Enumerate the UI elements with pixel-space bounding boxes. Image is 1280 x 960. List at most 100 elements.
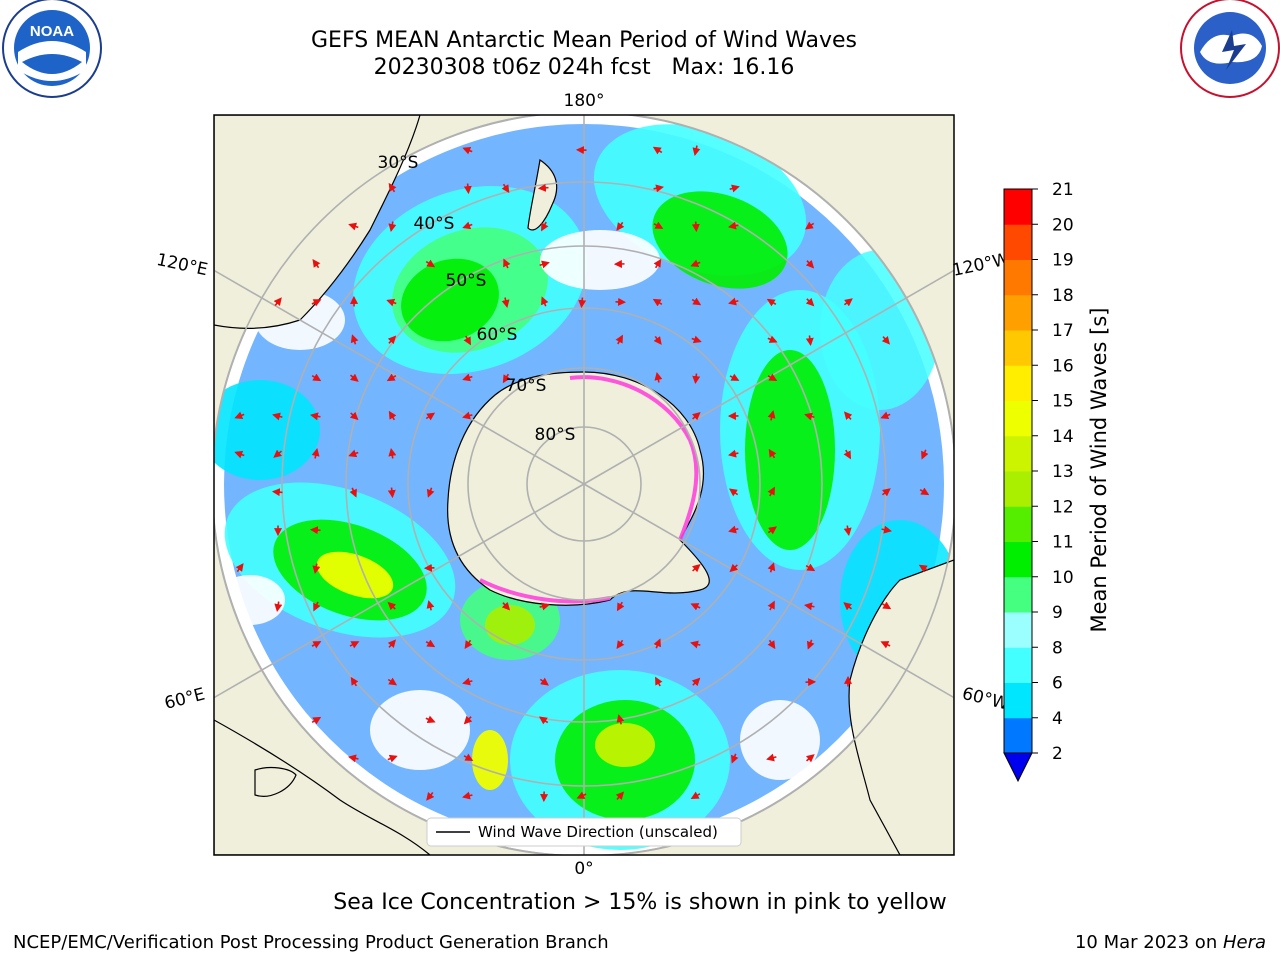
wave-direction-arrow <box>767 486 775 497</box>
wave-direction-arrow <box>388 447 397 459</box>
wave-direction-arrow <box>729 563 739 573</box>
meridian-line <box>583 269 954 485</box>
wave-direction-arrow <box>691 297 702 306</box>
wave-direction-arrow <box>881 335 890 345</box>
wave-direction-arrow <box>805 335 814 347</box>
map-legend: Wind Wave Direction (unscaled) <box>426 817 742 847</box>
wave-direction-arrow <box>690 640 701 649</box>
wave-direction-arrow <box>768 448 777 459</box>
colorbar-tick-label: 2 <box>1052 744 1063 764</box>
wave-direction-arrow <box>653 258 662 269</box>
wave-direction-arrow <box>273 297 282 307</box>
wave-direction-arrow <box>387 639 397 649</box>
wave-direction-arrow <box>539 602 550 611</box>
colorbar-swatch <box>1004 541 1032 578</box>
wave-direction-arrow <box>462 373 473 382</box>
wave-period-region <box>401 258 499 342</box>
lon-label-120e: 120°E <box>155 250 210 280</box>
wave-direction-arrow <box>921 449 929 460</box>
colorbar-tick-label: 9 <box>1052 603 1063 623</box>
wave-direction-arrow <box>348 754 359 763</box>
wave-direction-arrow <box>881 601 892 610</box>
wave-direction-arrow <box>425 715 436 723</box>
wave-direction-arrow <box>541 296 549 307</box>
lat-label-80s: 80°S <box>535 425 576 445</box>
noaa-logo-text: NOAA <box>30 23 74 40</box>
wave-direction-arrow <box>691 677 701 687</box>
colorbar-swatch <box>1004 330 1032 366</box>
wave-direction-arrow <box>615 791 625 801</box>
wave-direction-arrow <box>919 487 930 496</box>
wave-direction-arrow <box>462 411 473 420</box>
wave-direction-arrow <box>652 298 663 307</box>
wave-direction-arrow <box>539 677 549 686</box>
colorbar-tick-label: 20 <box>1052 215 1074 235</box>
wave-direction-arrow <box>502 373 511 384</box>
colorbar-tick-label: 21 <box>1052 180 1074 200</box>
wave-direction-arrow <box>388 410 397 421</box>
wave-direction-arrow <box>426 791 435 801</box>
wave-direction-arrow <box>312 259 321 269</box>
wave-direction-arrow <box>805 221 815 230</box>
wave-direction-arrow <box>881 488 891 497</box>
wave-direction-arrow <box>653 638 661 649</box>
wave-direction-arrow <box>616 639 625 650</box>
colorbar-swatch <box>1004 294 1032 331</box>
wave-direction-arrow <box>578 297 587 309</box>
wave-direction-arrow <box>462 221 473 230</box>
wave-direction-arrow <box>311 448 320 459</box>
wave-period-region <box>214 380 320 480</box>
chart-subtitle: 20230308 t06z 024h fcst Max: 16.16 <box>373 55 795 80</box>
footer-credit: NCEP/EMC/Verification Post Processing Pr… <box>13 932 609 953</box>
wave-direction-arrow <box>274 601 283 613</box>
lon-label-60w: 60°W <box>960 684 1011 715</box>
map-frame <box>213 114 955 856</box>
wave-direction-arrow <box>388 221 397 232</box>
wave-direction-arrow <box>804 412 815 421</box>
wave-direction-arrow <box>691 564 701 573</box>
colorbar-swatch <box>1004 576 1032 613</box>
wave-direction-arrow <box>692 145 701 156</box>
colorbar-swatch <box>1004 435 1032 472</box>
wave-direction-arrow <box>616 714 625 725</box>
wave-direction-arrow <box>387 677 398 686</box>
wave-direction-arrow <box>464 639 473 650</box>
wave-direction-arrow <box>806 639 815 650</box>
colorbar-tick-label: 16 <box>1052 356 1074 376</box>
colorbar-tick-label: 14 <box>1052 427 1074 447</box>
coastlines <box>214 115 954 855</box>
colorbar-tick-label: 18 <box>1052 286 1074 306</box>
wave-direction-arrow <box>918 564 929 573</box>
new-zealand-land <box>527 158 558 231</box>
wave-direction-arrows <box>234 145 930 839</box>
wave-direction-arrow <box>766 753 777 762</box>
wave-direction-arrow <box>728 221 739 230</box>
wave-direction-arrow <box>462 146 473 155</box>
colorbar-swatch <box>1004 717 1032 754</box>
wave-direction-arrow <box>692 373 701 385</box>
wave-direction-arrow <box>690 603 701 611</box>
nws-logo <box>1180 0 1280 98</box>
wave-direction-arrow <box>463 715 473 725</box>
wave-direction-arrow <box>538 716 549 725</box>
wave-direction-arrow <box>767 639 776 650</box>
wave-direction-arrow <box>309 526 321 535</box>
colorbar-tick-label: 13 <box>1052 462 1074 482</box>
colorbar-swatch <box>1004 400 1032 437</box>
wave-direction-arrow <box>731 753 739 764</box>
wave-direction-arrow <box>425 639 436 648</box>
wave-direction-arrow <box>576 791 587 799</box>
wave-direction-arrow <box>843 525 852 537</box>
colorbar-extend-arrow <box>1003 752 1033 783</box>
wave-direction-arrow <box>386 298 397 307</box>
colorbar-tick-label: 19 <box>1052 251 1074 271</box>
wave-direction-arrow <box>616 601 625 612</box>
wave-direction-arrow <box>803 602 815 611</box>
wave-direction-arrow <box>313 601 321 612</box>
colorbar-swatch <box>1004 189 1032 225</box>
footer-host: Hera <box>1222 932 1266 953</box>
graticule <box>214 115 954 855</box>
wave-direction-arrow <box>234 450 245 459</box>
wave-direction-arrow <box>843 449 851 460</box>
colorbar-tick-label: 17 <box>1052 321 1074 341</box>
